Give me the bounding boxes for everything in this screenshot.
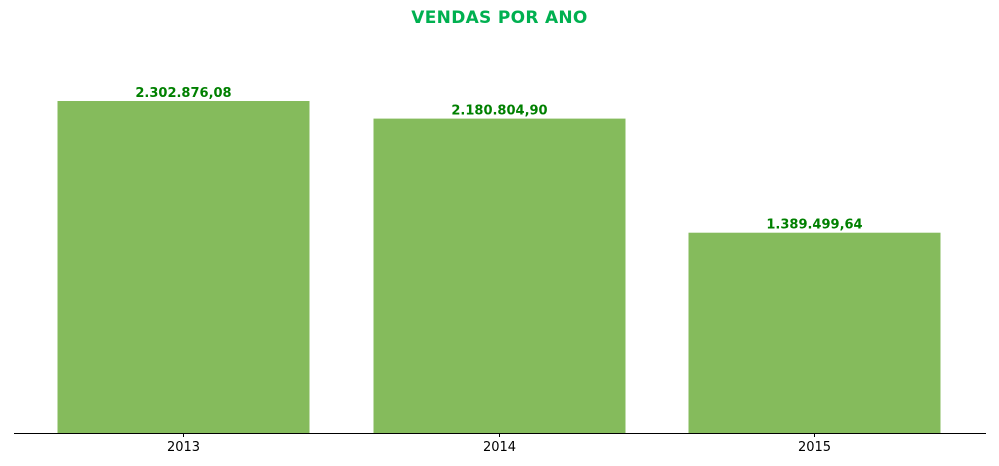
bar-2013 [57,101,310,433]
value-label-2013: 2.302.876,08 [135,86,231,101]
bar-2014 [373,118,626,433]
bars-layer [57,101,941,433]
x-tick-label-2013: 2013 [167,440,200,455]
value-labels-layer: 2.302.876,08 2.180.804,90 1.389.499,64 [135,86,862,233]
value-label-2015: 1.389.499,64 [766,218,862,233]
x-ticks-layer: 2013 2014 2015 [167,433,831,455]
x-tick-label-2015: 2015 [798,440,831,455]
bar-2015 [688,232,941,433]
value-label-2014: 2.180.804,90 [451,104,547,119]
x-tick-label-2014: 2014 [483,440,516,455]
chart-title: VENDAS POR ANO [411,8,588,28]
